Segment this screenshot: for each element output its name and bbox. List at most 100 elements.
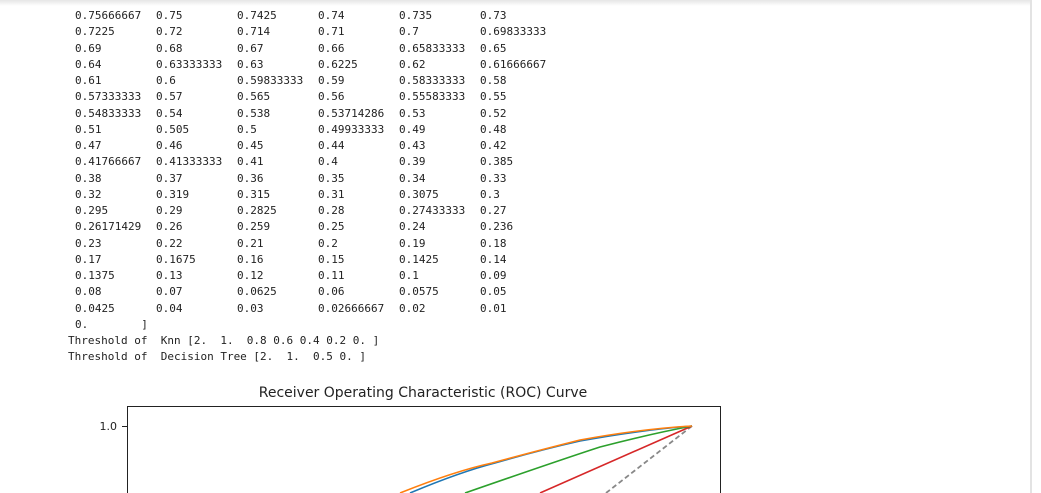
- array-value: 0.26171429: [75, 220, 142, 234]
- array-value: 0.53714286: [318, 106, 385, 120]
- array-value: 0.01: [480, 301, 507, 315]
- scrollbar-edge: [1030, 0, 1032, 493]
- array-value: 0.57333333: [75, 90, 142, 104]
- array-value: 0.59: [318, 74, 345, 88]
- array-value: 0.41333333: [156, 155, 223, 169]
- array-value: 0.2825: [237, 204, 277, 218]
- array-value: 0.55583333: [399, 90, 466, 104]
- array-value: 0.71: [318, 25, 345, 39]
- array-value: 0.17: [75, 252, 102, 266]
- array-value: 0.35: [318, 171, 345, 185]
- array-value: 0.38: [75, 171, 102, 185]
- array-value: 0.21: [237, 236, 264, 250]
- array-value: 0.319: [156, 187, 190, 201]
- array-value: 0.1: [399, 269, 419, 283]
- array-value: 0.64: [75, 57, 102, 71]
- array-value: 0.2: [318, 236, 338, 250]
- array-value: 0.0625: [237, 285, 277, 299]
- array-value: 0.32: [75, 187, 102, 201]
- array-value: 0.28: [318, 204, 345, 218]
- array-value: 0.09: [480, 269, 507, 283]
- array-value: 0.69: [75, 41, 102, 55]
- array-value: 0.3075: [399, 187, 439, 201]
- array-value: 0.02: [399, 301, 426, 315]
- array-value: 0.59833333: [237, 74, 304, 88]
- roc-curve: [409, 425, 693, 493]
- array-value: 0.56: [318, 90, 345, 104]
- figure-title: Receiver Operating Characteristic (ROC) …: [259, 385, 588, 401]
- array-value: 0.73: [480, 9, 507, 22]
- array-value: 0.05: [480, 285, 507, 299]
- array-value: 0.72: [156, 25, 183, 39]
- array-value: 0.68: [156, 41, 183, 55]
- array-value: 0.41: [237, 155, 264, 169]
- cell-shadow: [0, 0, 1030, 6]
- array-value: 0.74: [318, 9, 345, 22]
- array-value: 0.27: [480, 204, 507, 218]
- array-value: 0.259: [237, 220, 271, 234]
- array-value: 0.42: [480, 139, 507, 153]
- array-value: 0.505: [156, 122, 190, 136]
- array-value: 0.49933333: [318, 122, 385, 136]
- array-value: 0.26: [156, 220, 183, 234]
- array-value: 0.75666667: [75, 9, 142, 22]
- array-value: 0.6: [156, 74, 176, 88]
- threshold-line: Threshold of Knn [2. 1. 0.8 0.6 0.4 0.2 …: [68, 334, 380, 348]
- plot-frame: [127, 406, 721, 493]
- array-value: 0.75: [156, 9, 183, 22]
- array-value: 0.39: [399, 155, 426, 169]
- array-value: 0.25: [318, 220, 345, 234]
- array-value: 0.565: [237, 90, 271, 104]
- array-value: 0.4: [318, 155, 338, 169]
- array-value: 0.538: [237, 106, 271, 120]
- array-value: 0.62: [399, 57, 426, 71]
- array-value: 0.61: [75, 74, 102, 88]
- array-value: 0.48: [480, 122, 507, 136]
- array-value: 0.08: [75, 285, 102, 299]
- array-value: 0.52: [480, 106, 507, 120]
- array-value: 0.65833333: [399, 41, 466, 55]
- array-value: 0.31: [318, 187, 345, 201]
- array-value: 0.66: [318, 41, 345, 55]
- y-tick-label: 1.0: [100, 420, 118, 433]
- array-value: 0.27433333: [399, 204, 466, 218]
- array-value: 0.04: [156, 301, 183, 315]
- array-value: 0.19: [399, 236, 426, 250]
- array-value: 0.34: [399, 171, 426, 185]
- array-value: 0.43: [399, 139, 426, 153]
- array-value: 0.29: [156, 204, 183, 218]
- array-value: 0.1425: [399, 252, 439, 266]
- array-value: 0.23: [75, 236, 102, 250]
- roc-curve: [539, 425, 693, 493]
- array-value: 0.65: [480, 41, 507, 55]
- array-value: 0.54833333: [75, 106, 142, 120]
- array-value: 0.7425: [237, 9, 277, 22]
- array-value: 0.1675: [156, 252, 196, 266]
- array-value: 0.5: [237, 122, 257, 136]
- array-value: 0.49: [399, 122, 426, 136]
- array-value: 0.11: [318, 269, 345, 283]
- array-value: 0.47: [75, 139, 102, 153]
- array-value: 0.51: [75, 122, 102, 136]
- array-value: 0.15: [318, 252, 345, 266]
- array-value: 0.7225: [75, 25, 115, 39]
- array-value: 0.58333333: [399, 74, 466, 88]
- array-value: 0.06: [318, 285, 345, 299]
- array-value: 0.295: [75, 204, 109, 218]
- array-value: 0.1375: [75, 269, 115, 283]
- array-value: 0.54: [156, 106, 183, 120]
- array-value: 0.6225: [318, 57, 358, 71]
- roc-curve: [464, 425, 693, 493]
- array-value: 0.3: [480, 187, 500, 201]
- array-value: 0.385: [480, 155, 514, 169]
- array-value: 0.735: [399, 9, 433, 22]
- array-value: 0.46: [156, 139, 183, 153]
- array-value: 0.7: [399, 25, 419, 39]
- array-value: 0.24: [399, 220, 426, 234]
- array-value: 0.61666667: [480, 57, 547, 71]
- array-value: 0.02666667: [318, 301, 385, 315]
- roc-curve: [399, 425, 693, 493]
- array-value: 0.22: [156, 236, 183, 250]
- array-value: 0.236: [480, 220, 514, 234]
